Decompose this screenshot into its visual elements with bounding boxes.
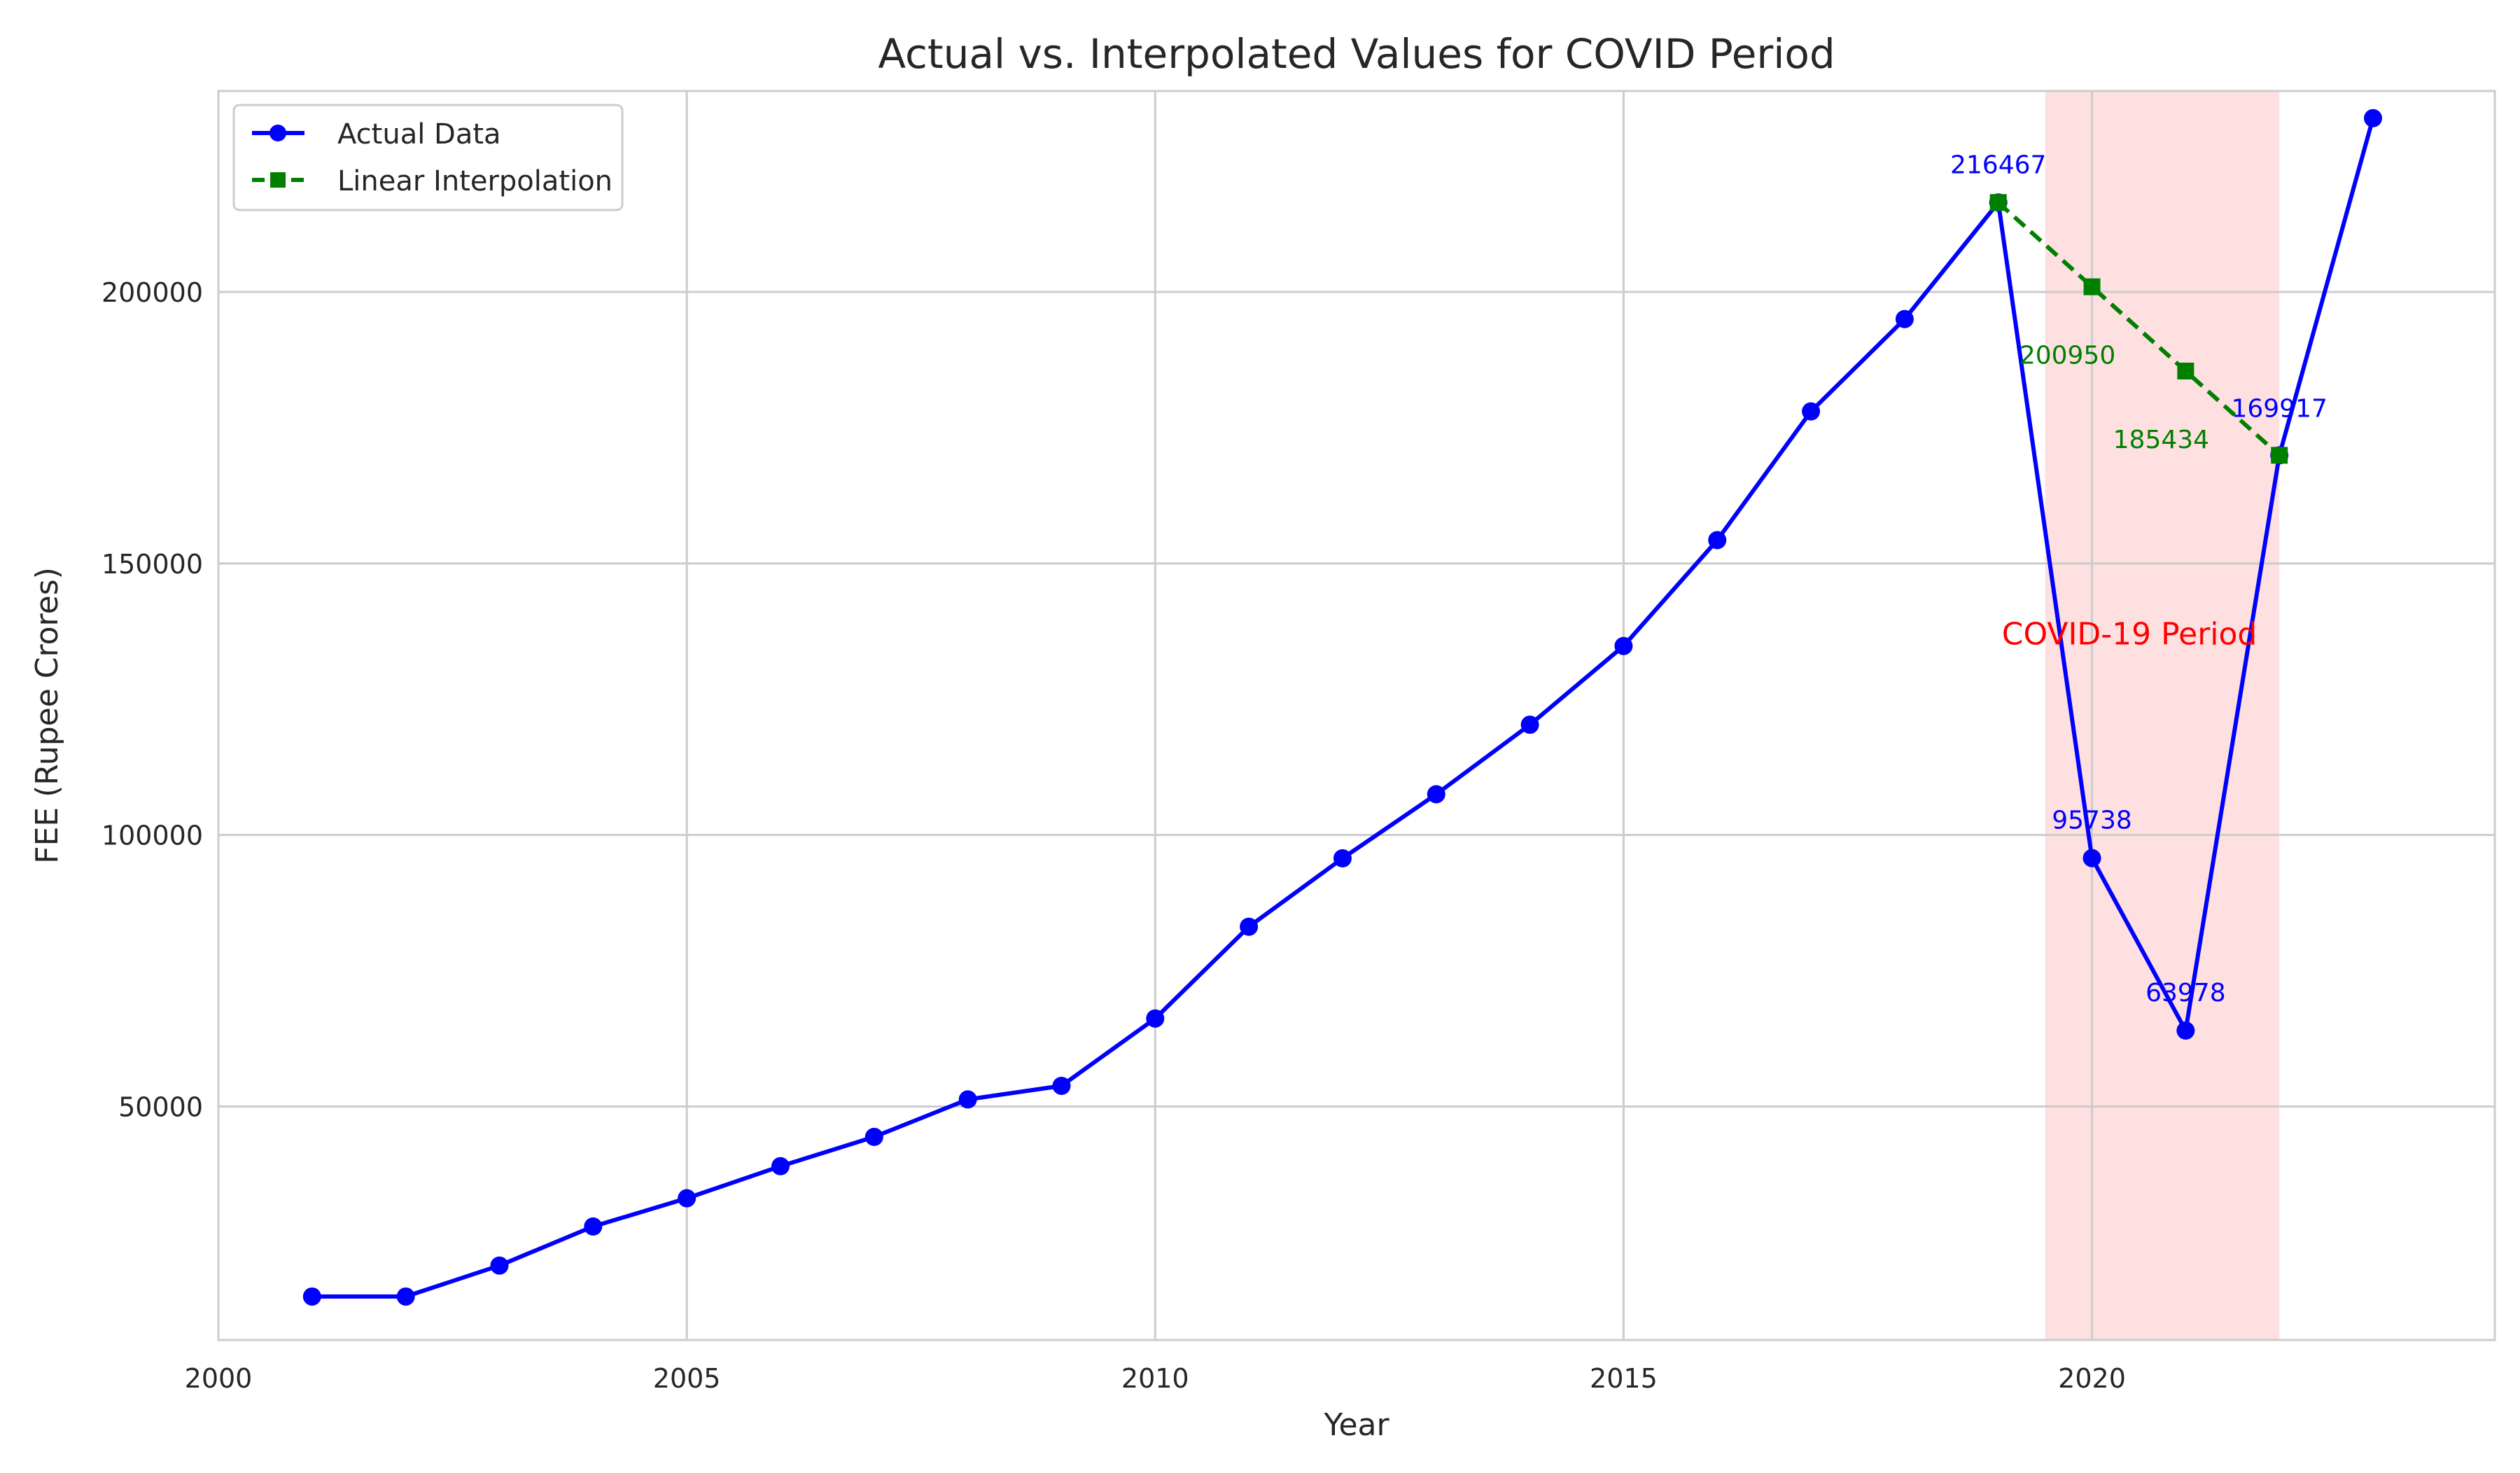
data-label: 185434 [2113,426,2209,454]
data-point-square [2177,362,2194,379]
legend: Actual Data Linear Interpolation [232,104,624,211]
data-point [1614,636,1633,655]
data-point-square [2271,447,2288,464]
data-point [678,1189,696,1208]
y-tick-label: 200000 [102,277,203,308]
y-tick-label: 100000 [102,821,203,851]
legend-marker-interpolation [270,172,286,188]
data-point [2364,109,2383,127]
data-point [958,1090,977,1109]
data-point [1240,917,1259,936]
chart-title: Actual vs. Interpolated Values for COVID… [878,30,1835,78]
data-label: 169917 [2231,394,2327,423]
data-label: 200950 [2019,342,2115,370]
y-tick-label: 50000 [118,1091,203,1122]
legend-marker-actual [270,125,286,141]
legend-frame [232,104,624,211]
y-axis-label: FEE (Rupee Crores) [29,567,65,864]
y-tick-label: 150000 [102,549,203,580]
data-point [1146,1009,1165,1028]
data-point [864,1127,883,1146]
data-label: 216467 [1950,151,2046,179]
data-point [490,1256,509,1275]
covid-period-label: COVID-19 Period [2002,617,2258,652]
plot-area-frame [217,90,2496,1341]
x-axis-label: Year [1323,1407,1390,1443]
data-point [2082,849,2101,867]
legend-label-interpolation: Linear Interpolation [337,165,612,197]
data-point [302,1287,321,1306]
x-tick-label: 2010 [1121,1363,1189,1394]
data-point [1052,1076,1071,1095]
data-point [1708,531,1727,550]
data-label: 63978 [2146,979,2226,1007]
x-tick-label: 2020 [2058,1363,2126,1394]
x-tick-label: 2015 [1590,1363,1658,1394]
data-point [771,1157,790,1175]
data-point [2176,1021,2195,1040]
data-point [584,1217,603,1236]
data-point-square [1989,194,2007,211]
data-point [1427,785,1446,804]
x-tick-label: 2000 [185,1363,253,1394]
data-point [1333,849,1352,867]
series-line-1 [1996,201,2281,457]
data-point [1520,715,1539,734]
data-point [396,1287,415,1306]
data-point-square [2083,278,2101,295]
x-tick-label: 2005 [653,1363,721,1394]
data-point [1895,309,1914,328]
data-point [1802,402,1821,421]
legend-label-actual: Actual Data [337,118,501,151]
data-label: 95738 [2052,807,2132,835]
covid-shaded-region [2045,91,2280,1340]
